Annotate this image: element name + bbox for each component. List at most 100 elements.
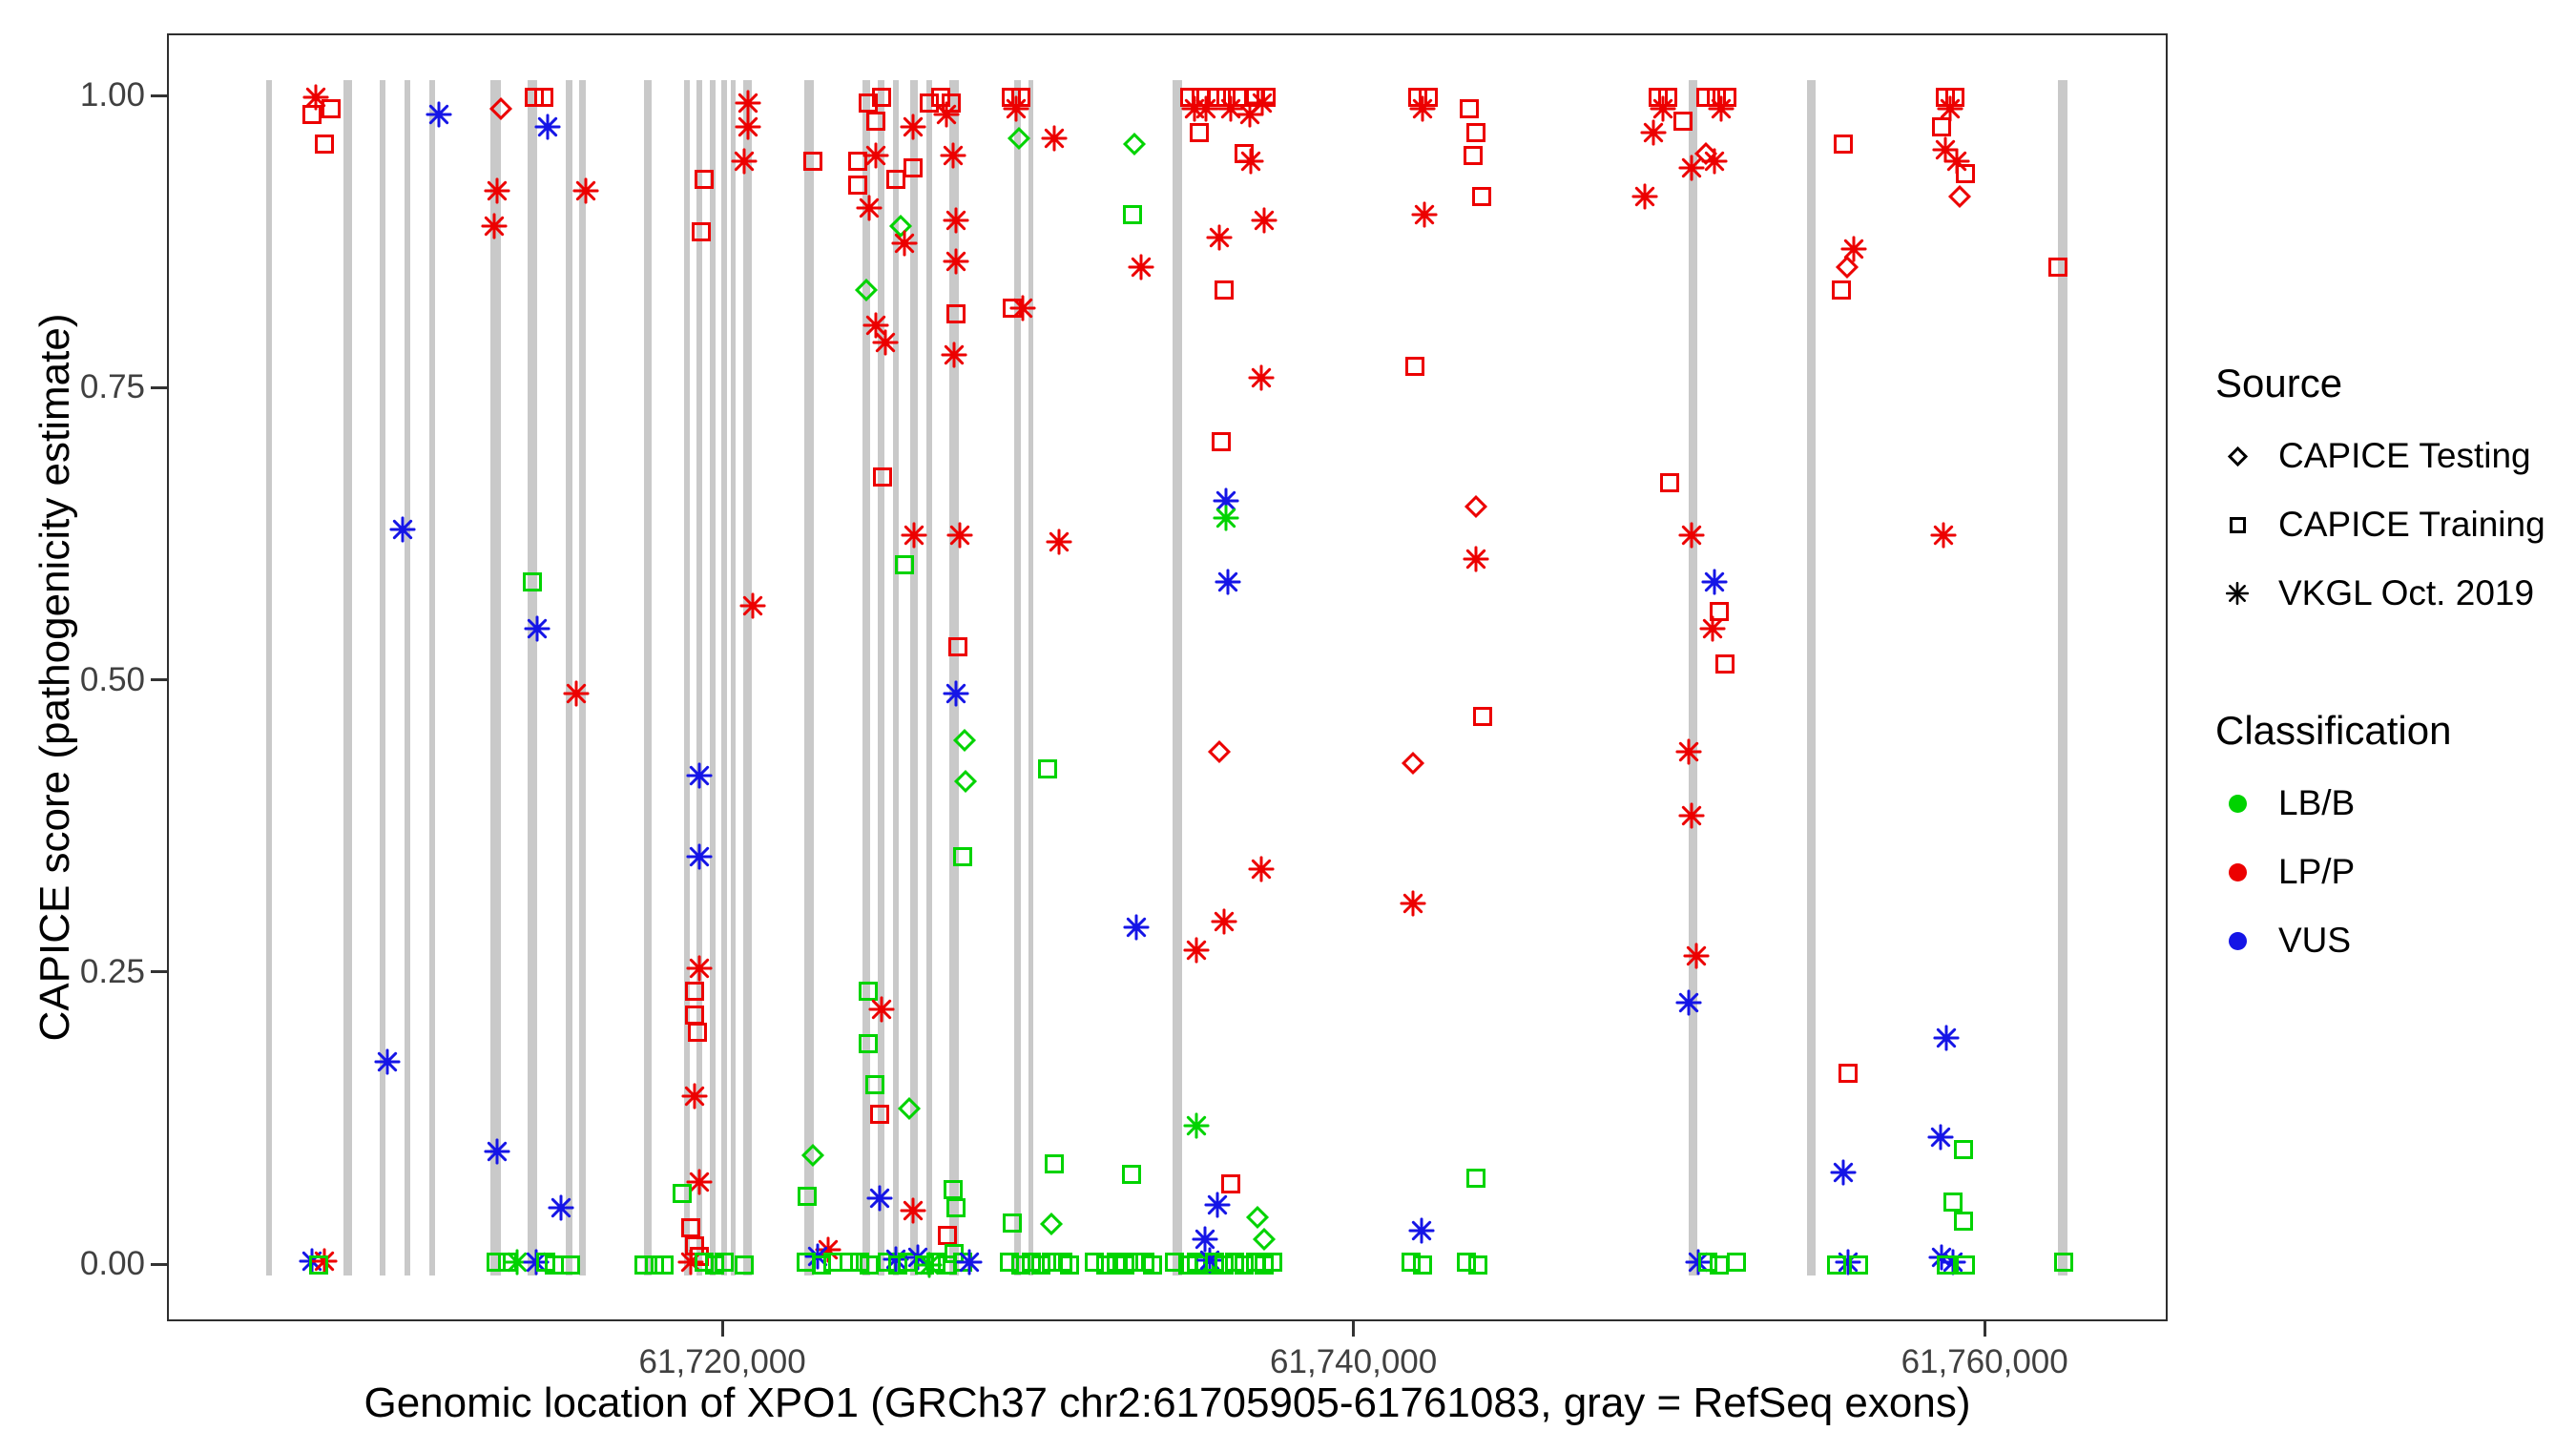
data-point — [1675, 738, 1702, 765]
data-point — [484, 1138, 510, 1165]
data-point — [872, 329, 899, 356]
data-point — [1675, 989, 1702, 1016]
data-point — [1954, 1212, 1974, 1232]
data-point — [1206, 88, 1226, 107]
data-point — [1954, 1139, 1974, 1159]
refseq-exon-bar — [892, 80, 900, 1275]
data-point — [1631, 183, 1658, 210]
data-point — [943, 248, 969, 274]
data-point — [1211, 432, 1231, 452]
data-point — [1053, 1253, 1073, 1273]
data-point — [735, 90, 761, 116]
data-point — [1215, 569, 1241, 595]
data-point — [1143, 1255, 1163, 1275]
color-dot-icon — [2215, 794, 2259, 813]
data-point — [1059, 1255, 1079, 1275]
data-point — [1039, 1212, 1063, 1235]
asterisk-icon — [2215, 582, 2259, 605]
data-point — [1833, 135, 1853, 154]
data-point — [654, 1255, 675, 1275]
x-tick-mark — [720, 1321, 724, 1337]
data-point — [1685, 1249, 1712, 1275]
data-point — [1710, 602, 1730, 621]
data-point — [953, 847, 973, 867]
data-point — [1193, 95, 1219, 122]
data-point — [686, 762, 713, 788]
data-point — [945, 1197, 966, 1217]
data-point — [1678, 522, 1705, 549]
data-point — [854, 279, 878, 302]
data-point — [1411, 201, 1438, 227]
data-point — [1955, 163, 1975, 183]
data-point — [1404, 356, 1424, 376]
y-tick-mark — [151, 1262, 167, 1266]
data-point — [1473, 707, 1493, 727]
data-point — [1839, 1063, 1859, 1083]
refseq-exon-bar — [925, 80, 933, 1275]
data-point — [1096, 1255, 1116, 1275]
data-point — [1696, 88, 1716, 107]
data-point — [1726, 1253, 1746, 1273]
data-point — [1213, 505, 1239, 531]
data-point — [634, 1255, 654, 1275]
data-point — [1460, 99, 1480, 119]
data-point — [798, 1186, 818, 1206]
legend-item-classification: LB/B — [2215, 769, 2570, 838]
data-point — [946, 522, 973, 549]
data-point — [1832, 280, 1852, 301]
data-point — [1673, 111, 1693, 131]
data-point — [1660, 473, 1680, 493]
data-point — [886, 169, 906, 189]
data-point — [1930, 522, 1957, 549]
data-point — [1192, 1226, 1218, 1253]
data-point — [673, 1184, 693, 1204]
data-point — [524, 615, 551, 642]
legend-classification-title: Classification — [2215, 708, 2452, 753]
data-point — [856, 195, 883, 221]
data-point — [561, 1255, 581, 1275]
data-point — [1402, 1253, 1422, 1273]
data-point — [1678, 155, 1705, 180]
data-point — [956, 1249, 983, 1275]
x-axis-title: Genomic location of XPO1 (GRCh37 chr2:61… — [364, 1379, 1971, 1426]
data-point — [1204, 1192, 1231, 1218]
data-point — [888, 1255, 908, 1275]
data-point — [868, 996, 895, 1022]
data-point — [933, 101, 960, 128]
y-tick-label: 0.50 — [79, 660, 145, 698]
data-point — [1466, 1169, 1486, 1189]
data-point — [314, 135, 334, 154]
legend-item-label: VUS — [2278, 921, 2352, 960]
data-point — [916, 1252, 943, 1278]
data-point — [488, 97, 512, 121]
data-point — [1463, 546, 1489, 572]
data-point — [1409, 95, 1436, 122]
data-point — [1000, 1253, 1020, 1273]
y-tick-label: 0.00 — [79, 1245, 145, 1282]
refseq-exon-bar — [2057, 80, 2067, 1275]
data-point — [800, 1143, 824, 1167]
data-point — [302, 84, 329, 111]
data-point — [952, 728, 976, 752]
refseq-exon-bar — [730, 80, 736, 1275]
data-point — [1827, 1255, 1847, 1275]
data-point — [900, 114, 926, 140]
data-point — [1251, 207, 1278, 234]
legend-item-source: CAPICE Training — [2215, 490, 2570, 559]
data-point — [731, 148, 758, 175]
data-point — [1003, 1213, 1023, 1233]
data-point — [1413, 1255, 1433, 1275]
data-point — [1933, 1025, 1960, 1051]
data-point — [739, 592, 766, 619]
data-point — [695, 169, 715, 189]
data-point — [715, 1253, 735, 1273]
data-point — [1021, 1253, 1041, 1273]
data-point — [1937, 1255, 1957, 1275]
data-point — [1208, 739, 1232, 764]
refseq-exon-bar — [696, 80, 702, 1275]
data-point — [1125, 1253, 1145, 1273]
legend-classification-items: LB/B LP/P VUS — [2215, 769, 2570, 975]
data-point — [389, 516, 416, 543]
data-point — [860, 1255, 880, 1275]
data-point — [735, 114, 761, 140]
